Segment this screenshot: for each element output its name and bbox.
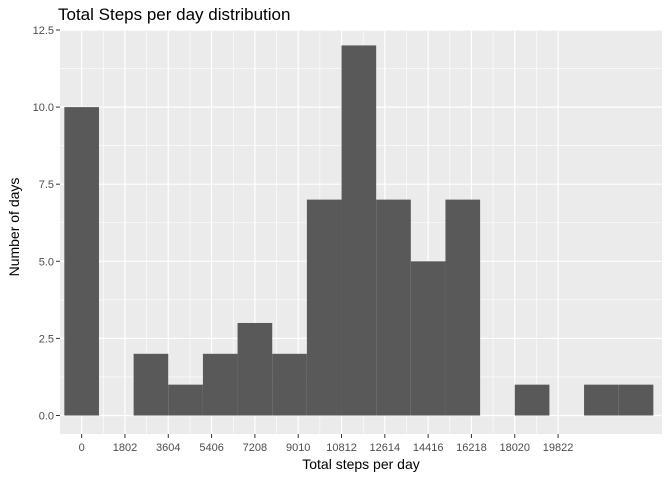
histogram-bar: [376, 199, 411, 416]
histogram-bar: [514, 384, 550, 416]
histogram-bar: [237, 322, 273, 416]
y-tick-label: 10.0: [33, 102, 54, 114]
histogram-bar: [410, 261, 446, 416]
y-axis-label: Number of days: [6, 177, 22, 277]
histogram-bar: [168, 384, 203, 416]
histogram-bar: [618, 384, 654, 416]
x-tick-label: 3604: [156, 442, 180, 454]
y-tick-label: 0.0: [39, 410, 54, 422]
histogram-bar: [306, 199, 342, 416]
histogram-bar: [445, 199, 481, 416]
histogram-bar: [202, 353, 238, 416]
x-tick-label: 12614: [370, 442, 401, 454]
y-tick-label: 2.5: [39, 333, 54, 345]
x-tick-label: 7208: [243, 442, 267, 454]
x-axis-label: Total steps per day: [302, 456, 420, 472]
y-tick-label: 5.0: [39, 256, 54, 268]
y-tick-label: 7.5: [39, 179, 54, 191]
x-tick-label: 19822: [543, 442, 574, 454]
histogram-bar: [584, 384, 619, 416]
histogram-bar: [272, 353, 307, 416]
x-tick-label: 18020: [499, 442, 530, 454]
x-tick-label: 1802: [113, 442, 137, 454]
x-tick-label: 9010: [286, 442, 310, 454]
histogram-bar: [341, 45, 377, 416]
x-tick-label: 16218: [456, 442, 487, 454]
histogram-bar: [133, 353, 169, 416]
y-tick-label: 12.5: [33, 25, 54, 37]
chart-title: Total Steps per day distribution: [58, 5, 291, 24]
histogram-bar: [64, 107, 99, 416]
x-tick-label: 5406: [199, 442, 223, 454]
x-tick-label: 14416: [413, 442, 444, 454]
x-tick-label: 0: [79, 442, 85, 454]
x-tick-label: 10812: [326, 442, 357, 454]
